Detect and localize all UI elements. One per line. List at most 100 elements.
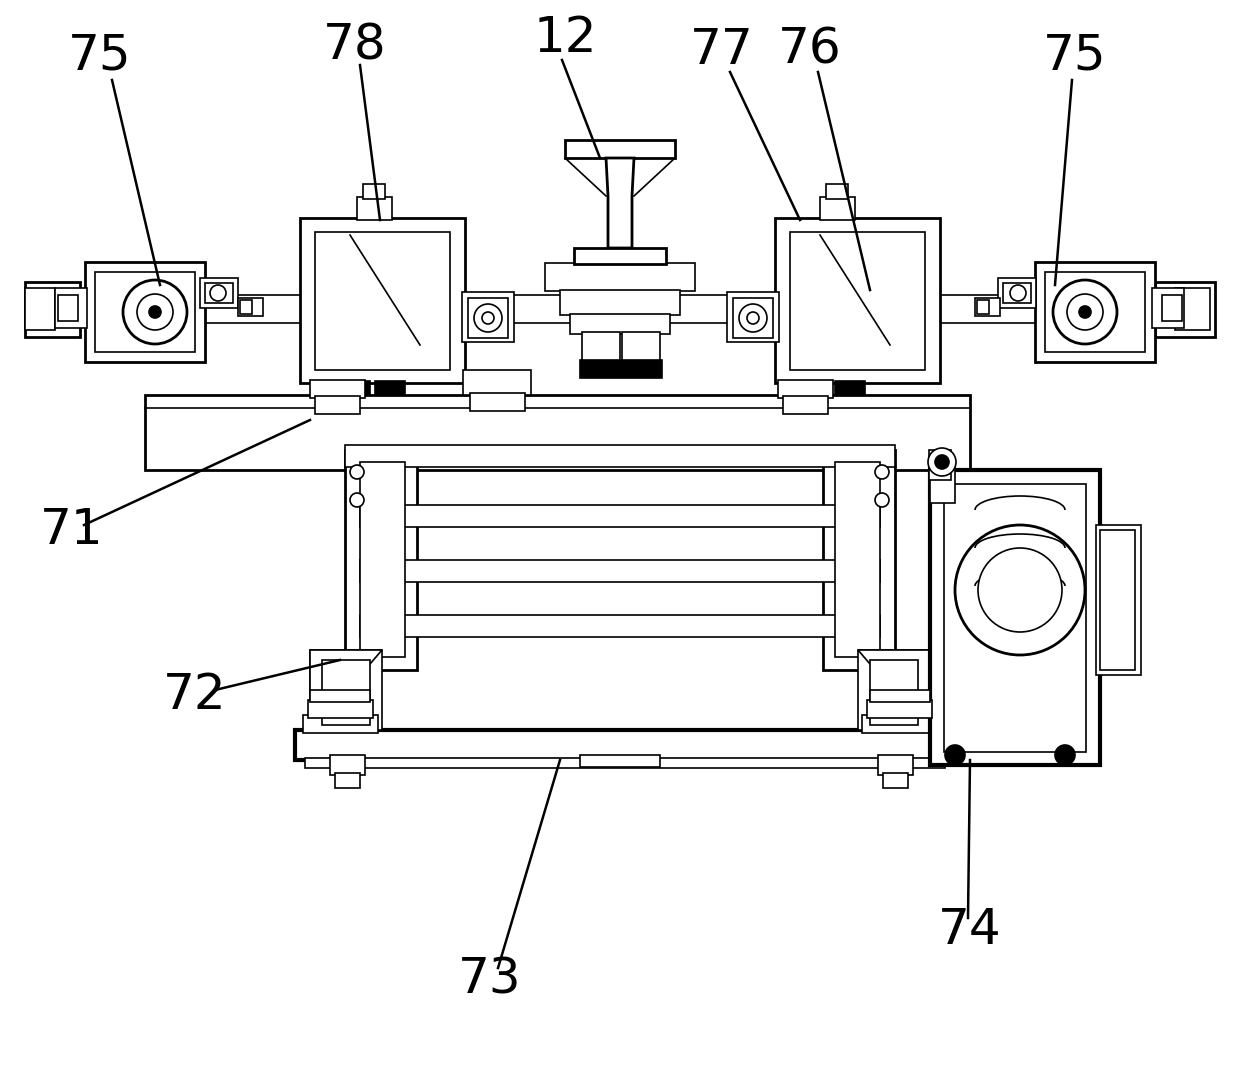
Bar <box>345 450 417 670</box>
Bar <box>622 332 660 362</box>
Bar <box>1162 295 1182 321</box>
Bar <box>360 462 405 657</box>
Bar <box>582 332 620 362</box>
Bar <box>357 197 392 220</box>
Bar <box>295 730 955 760</box>
Bar <box>315 396 360 414</box>
Bar <box>944 484 1086 752</box>
Bar <box>733 298 773 338</box>
Text: 78: 78 <box>324 20 387 69</box>
Bar <box>977 300 990 314</box>
Bar <box>858 651 930 730</box>
Bar <box>560 290 680 314</box>
Text: 71: 71 <box>40 506 104 554</box>
Bar <box>775 218 940 383</box>
Circle shape <box>928 448 956 476</box>
Bar <box>308 700 373 718</box>
Bar <box>777 380 833 398</box>
Circle shape <box>739 304 768 332</box>
Bar <box>870 690 930 702</box>
Bar <box>145 395 970 470</box>
Bar <box>310 651 382 730</box>
Bar <box>727 292 779 342</box>
Bar <box>360 560 880 582</box>
Bar <box>975 298 999 316</box>
Bar <box>95 272 195 352</box>
Bar <box>883 773 908 788</box>
Polygon shape <box>606 158 634 248</box>
Bar <box>463 370 531 395</box>
Bar <box>1045 272 1145 352</box>
Bar <box>546 263 694 291</box>
Bar <box>303 715 378 733</box>
Bar <box>782 396 828 414</box>
Circle shape <box>1011 285 1025 300</box>
Text: 77: 77 <box>691 26 754 74</box>
Polygon shape <box>310 651 382 721</box>
Bar <box>322 660 370 725</box>
Bar <box>820 197 856 220</box>
Bar <box>205 283 233 303</box>
Bar <box>1130 302 1154 316</box>
Bar <box>25 282 81 337</box>
Bar <box>580 360 662 378</box>
Text: 76: 76 <box>779 26 842 74</box>
Bar <box>310 690 370 702</box>
Bar <box>1096 524 1141 675</box>
Bar <box>823 450 895 670</box>
Bar <box>360 615 880 637</box>
Bar <box>315 232 450 370</box>
Text: 75: 75 <box>68 31 131 79</box>
Bar <box>930 458 955 503</box>
Circle shape <box>746 312 759 324</box>
Bar <box>870 660 918 725</box>
Bar <box>300 218 465 383</box>
Circle shape <box>1055 745 1075 765</box>
Bar <box>1003 283 1030 303</box>
Bar <box>25 288 55 330</box>
Bar <box>1154 282 1215 337</box>
Bar <box>55 288 87 328</box>
Circle shape <box>474 304 502 332</box>
Circle shape <box>350 465 365 479</box>
Bar <box>1176 288 1210 330</box>
Circle shape <box>945 745 965 765</box>
Circle shape <box>350 493 365 507</box>
Bar <box>360 505 880 527</box>
Bar <box>58 295 78 321</box>
Bar <box>790 232 925 370</box>
Bar <box>835 462 880 657</box>
Circle shape <box>210 285 226 300</box>
Bar <box>1152 288 1184 328</box>
Text: 74: 74 <box>939 906 1002 954</box>
Bar <box>310 380 365 398</box>
Bar <box>1035 262 1154 362</box>
Bar <box>86 262 205 362</box>
Bar <box>340 381 370 395</box>
Bar <box>1100 530 1135 670</box>
Bar <box>580 755 660 767</box>
Text: 72: 72 <box>164 671 227 719</box>
Circle shape <box>875 493 889 507</box>
Bar <box>862 715 937 733</box>
Circle shape <box>935 454 949 468</box>
Bar <box>867 700 932 718</box>
Bar <box>330 755 365 775</box>
Bar <box>200 278 238 308</box>
Circle shape <box>123 280 187 344</box>
Circle shape <box>1079 306 1091 318</box>
Bar <box>998 278 1035 308</box>
Polygon shape <box>858 651 930 721</box>
Circle shape <box>1053 280 1117 344</box>
Circle shape <box>1066 294 1104 330</box>
Bar <box>467 298 508 338</box>
Circle shape <box>136 294 174 330</box>
Bar <box>800 381 830 395</box>
Bar <box>335 773 360 788</box>
Circle shape <box>149 306 161 318</box>
Bar <box>241 300 252 314</box>
Bar <box>570 314 670 334</box>
Bar <box>835 381 866 395</box>
Circle shape <box>978 548 1061 632</box>
Bar <box>930 470 1100 765</box>
